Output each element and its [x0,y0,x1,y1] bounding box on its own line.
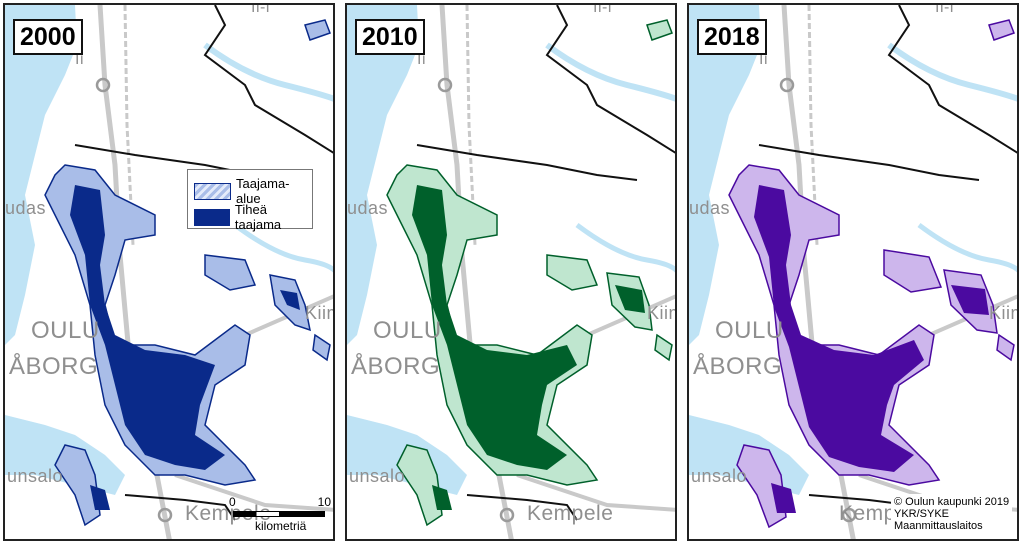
municipal-boundary [416,144,638,181]
tihea-taajama-zone [412,185,577,470]
town-marker [779,77,795,93]
map-graphic [347,5,675,539]
place-label-haukipudas: udas [347,198,389,218]
place-label-unsalo: unsalo [7,466,64,486]
road [516,473,675,512]
place-label-kiiminki: Kiim [647,303,675,323]
scale-bar-graphic [233,511,325,517]
legend-row-tihea-taajama: Tiheä taajama [194,202,312,232]
tihea-taajama-zone [615,285,645,313]
place-label-haukipudas: udas [5,198,47,218]
legend-swatch-hatched [194,182,232,200]
place-label-ii-north: Ii-i [935,3,954,16]
sea-area [5,5,77,345]
place-label-ii-north: Ii-i [251,3,270,16]
place-label-kiiminki: Kiim [305,303,333,323]
town-marker [841,507,857,523]
credit-line-2: YKR/SYKE [894,508,950,520]
place-label-oulu: OULU [715,317,784,344]
credit-line-1: © Oulun kaupunki 2019 [894,496,1010,508]
road [174,473,333,512]
legend-swatch-dense [194,208,230,226]
tihea-taajama-zone [90,485,110,510]
river [917,222,1017,273]
place-label-kempele: Kempele [527,502,614,525]
year-label: 2000 [13,19,83,55]
sea-area [347,5,419,345]
place-label-kempele: Kempele [185,502,272,525]
place-label-uleaborg: ÅBORG [693,353,783,380]
place-label-unsalo: unsalo [691,466,748,486]
taajama-alue-zone [988,19,1015,41]
municipal-boundary [203,5,333,154]
taajama-alue-zone [996,333,1015,362]
scale-start-label: 0 [229,495,236,509]
legend-label-tihea-taajama: Tiheä taajama [234,202,282,232]
taajama-alue-zone [654,333,673,362]
river [545,42,675,102]
map-graphic [689,5,1017,539]
tihea-taajama-zone [280,290,300,310]
river [575,222,675,273]
place-label-ii: Ii [417,51,426,68]
town-marker [95,77,111,93]
municipal-boundary [887,5,1017,154]
legend-label-taajama-alue: Taajama-alue [236,176,290,206]
river [887,42,1017,102]
map-credits: © Oulun kaupunki 2019 YKR/SYKE Maanmitta… [891,494,1013,534]
map-panel-2018: Ii Ii-i udas OULU ÅBORG Kiim unsalo Kemp… [687,3,1019,541]
place-label-uleaborg: ÅBORG [9,353,99,380]
town-marker [157,507,173,523]
place-label-ii: Ii [75,51,84,68]
tihea-taajama-zone [70,185,225,470]
scale-unit-label: kilometriä [255,519,307,533]
place-label-kiiminki: Kiim [989,303,1017,323]
river [233,222,333,273]
sea-area [689,5,761,345]
place-label-oulu: OULU [31,317,100,344]
place-label-haukipudas: udas [689,198,731,218]
taajama-alue-zone [736,444,787,529]
municipal-boundary [466,494,578,521]
taajama-alue-zone [396,444,443,527]
year-label: 2018 [697,19,767,55]
municipal-boundary [124,494,236,521]
taajama-alue-zone [54,444,101,527]
town-marker [499,507,515,523]
map-legend: Taajama-alue Tiheä taajama [187,169,313,232]
river [203,42,333,102]
place-label-ii-north: Ii-i [593,3,612,16]
scale-bar: 0 10 kilometriä [229,495,331,535]
scale-end-label: 10 [317,495,331,509]
place-label-ii: Ii [759,51,768,68]
place-label-uleaborg: ÅBORG [351,353,441,380]
place-label-oulu: OULU [373,317,442,344]
year-label: 2010 [355,19,425,55]
legend-row-taajama-alue: Taajama-alue [194,176,312,206]
town-marker [437,77,453,93]
taajama-alue-zone [304,19,331,41]
municipal-boundary [758,144,980,181]
taajama-alue-zone [204,254,257,291]
taajama-alue-zone [646,19,673,41]
map-panel-2000: Ii Ii-i udas OULU ÅBORG Kiim unsalo Kemp… [3,3,335,541]
taajama-alue-zone [546,254,599,291]
place-label-unsalo: unsalo [349,466,406,486]
tihea-taajama-zone [754,185,924,472]
taajama-alue-zone [883,249,943,293]
map-panel-2010: Ii Ii-i udas OULU ÅBORG Kiim unsalo Kemp… [345,3,677,541]
municipal-boundary [545,5,675,154]
tihea-taajama-zone [951,285,989,315]
tihea-taajama-zone [771,483,796,513]
map-graphic [5,5,333,539]
credit-line-3: Maanmittauslaitos [894,520,983,532]
tihea-taajama-zone [432,485,452,510]
taajama-alue-zone [312,333,331,362]
